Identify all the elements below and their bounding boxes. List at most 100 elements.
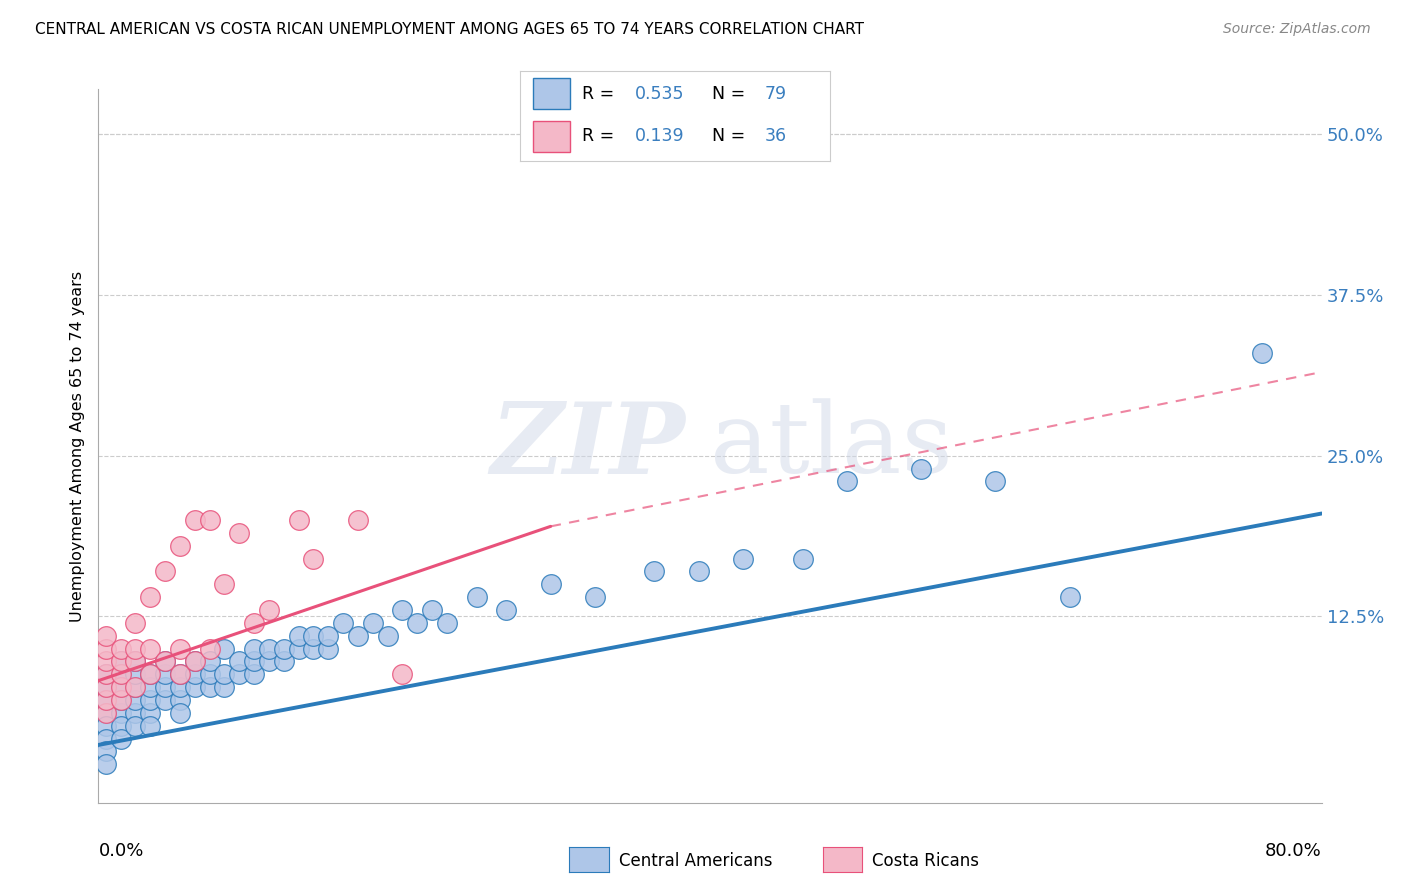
Point: [110, 693, 132, 707]
Text: 0.139: 0.139: [634, 128, 685, 145]
FancyBboxPatch shape: [533, 78, 569, 109]
Point: [198, 667, 221, 681]
Point: [169, 539, 191, 553]
Point: [110, 654, 132, 668]
Point: [94, 680, 117, 694]
Point: [169, 667, 191, 681]
Point: [214, 680, 236, 694]
Point: [110, 667, 132, 681]
Text: atlas: atlas: [710, 398, 953, 494]
Text: Costa Ricans: Costa Ricans: [872, 852, 979, 870]
Point: [436, 615, 458, 630]
Point: [465, 590, 488, 604]
Point: [273, 654, 295, 668]
Point: [94, 680, 117, 694]
Point: [153, 654, 176, 668]
Point: [110, 680, 132, 694]
Point: [94, 744, 117, 758]
Point: [377, 629, 399, 643]
Point: [984, 475, 1007, 489]
Point: [243, 615, 266, 630]
Point: [184, 654, 207, 668]
Point: [316, 641, 339, 656]
Point: [139, 590, 162, 604]
Point: [243, 667, 266, 681]
Point: [169, 641, 191, 656]
Point: [420, 603, 443, 617]
Text: 36: 36: [765, 128, 787, 145]
Point: [169, 667, 191, 681]
Point: [110, 731, 132, 746]
Point: [214, 641, 236, 656]
Point: [243, 654, 266, 668]
Point: [124, 654, 146, 668]
Point: [94, 731, 117, 746]
Point: [169, 680, 191, 694]
Point: [110, 680, 132, 694]
Point: [124, 680, 146, 694]
Point: [257, 603, 280, 617]
Point: [153, 565, 176, 579]
Point: [302, 641, 325, 656]
Point: [184, 654, 207, 668]
Point: [257, 641, 280, 656]
Point: [228, 654, 250, 668]
Point: [169, 693, 191, 707]
Point: [153, 667, 176, 681]
Point: [153, 693, 176, 707]
Point: [124, 641, 146, 656]
Text: 80.0%: 80.0%: [1265, 842, 1322, 860]
Text: Central Americans: Central Americans: [619, 852, 772, 870]
Y-axis label: Unemployment Among Ages 65 to 74 years: Unemployment Among Ages 65 to 74 years: [70, 270, 86, 622]
Point: [124, 615, 146, 630]
Point: [139, 693, 162, 707]
Point: [110, 641, 132, 656]
Point: [792, 551, 814, 566]
Point: [153, 654, 176, 668]
Text: CENTRAL AMERICAN VS COSTA RICAN UNEMPLOYMENT AMONG AGES 65 TO 74 YEARS CORRELATI: CENTRAL AMERICAN VS COSTA RICAN UNEMPLOY…: [35, 22, 865, 37]
Text: ZIP: ZIP: [491, 398, 686, 494]
Point: [257, 654, 280, 668]
Text: N =: N =: [711, 85, 751, 103]
Point: [139, 706, 162, 720]
Point: [228, 667, 250, 681]
Point: [198, 513, 221, 527]
Point: [583, 590, 606, 604]
Point: [94, 706, 117, 720]
Point: [94, 706, 117, 720]
Point: [391, 603, 413, 617]
Point: [287, 513, 309, 527]
Point: [540, 577, 562, 591]
Point: [302, 629, 325, 643]
Point: [94, 667, 117, 681]
Point: [688, 565, 710, 579]
Text: 0.535: 0.535: [634, 85, 685, 103]
FancyBboxPatch shape: [533, 121, 569, 152]
Point: [94, 667, 117, 681]
Point: [198, 654, 221, 668]
Point: [94, 757, 117, 772]
Text: 79: 79: [765, 85, 787, 103]
Point: [332, 615, 354, 630]
Point: [184, 513, 207, 527]
Point: [94, 654, 117, 668]
Point: [110, 719, 132, 733]
Point: [110, 654, 132, 668]
Point: [198, 680, 221, 694]
Text: R =: R =: [582, 128, 620, 145]
Point: [139, 667, 162, 681]
Point: [228, 525, 250, 540]
Point: [406, 615, 429, 630]
Point: [198, 641, 221, 656]
Text: R =: R =: [582, 85, 620, 103]
Point: [94, 641, 117, 656]
Text: Source: ZipAtlas.com: Source: ZipAtlas.com: [1223, 22, 1371, 37]
Point: [316, 629, 339, 643]
Point: [124, 667, 146, 681]
Point: [1251, 345, 1274, 359]
Point: [169, 706, 191, 720]
Point: [214, 577, 236, 591]
Point: [184, 680, 207, 694]
Point: [139, 719, 162, 733]
Point: [733, 551, 755, 566]
